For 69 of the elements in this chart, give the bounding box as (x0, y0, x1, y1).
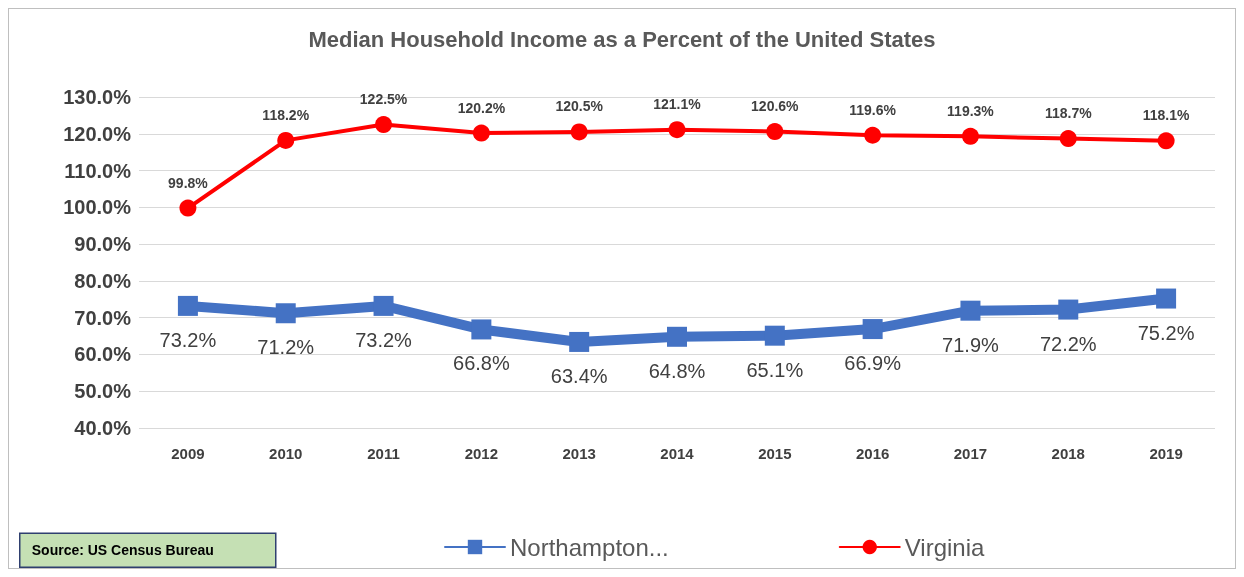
x-tick-label: 2015 (758, 445, 792, 462)
data-label: 122.5% (359, 91, 408, 108)
data-label: 119.3% (947, 102, 995, 119)
point (766, 123, 784, 141)
point (570, 123, 588, 141)
y-tick-label: 50.0% (74, 380, 132, 403)
legend-label: Northampton... (510, 533, 669, 561)
data-label: 65.1% (746, 358, 804, 381)
point (764, 325, 785, 346)
data-label: 119.6% (849, 101, 897, 118)
legend-label: Virginia (904, 533, 985, 561)
data-label: 118.2% (262, 106, 310, 123)
data-label: 99.8% (168, 174, 209, 191)
point (1157, 132, 1175, 150)
x-tick-label: 2012 (464, 445, 499, 462)
point (667, 326, 687, 347)
y-tick-label: 60.0% (74, 343, 132, 366)
chart-title: Median Household Income as a Percent of the United States (308, 26, 936, 52)
data-label: 72.2% (1039, 332, 1097, 355)
point (275, 303, 296, 324)
y-tick-label: 90.0% (74, 233, 132, 256)
y-tick-label: 110.0% (64, 159, 132, 182)
point (179, 199, 197, 217)
point (1059, 130, 1077, 148)
y-tick-label: 120.0% (63, 122, 132, 145)
data-label: 75.2% (1137, 321, 1195, 344)
x-tick-label: 2011 (367, 445, 400, 462)
x-tick-label: 2019 (1149, 445, 1183, 462)
point (472, 124, 490, 142)
point (862, 319, 883, 340)
point (864, 126, 882, 144)
x-tick-label: 2010 (269, 445, 303, 462)
y-tick-label: 130.0% (63, 86, 132, 108)
y-tick-label: 100.0% (63, 196, 132, 219)
point (569, 331, 590, 352)
data-label: 64.8% (648, 359, 706, 382)
data-label: 120.2% (457, 99, 506, 116)
point (177, 295, 198, 316)
point (960, 300, 981, 321)
x-tick-label: 2013 (562, 445, 596, 462)
x-tick-label: 2017 (953, 445, 988, 462)
point (668, 121, 686, 139)
data-label: 120.5% (555, 98, 604, 115)
point (961, 127, 979, 145)
data-label: 63.4% (550, 364, 608, 387)
data-label: 120.6% (751, 98, 800, 115)
point (373, 295, 394, 316)
data-label: 66.8% (453, 352, 510, 375)
data-label: 118.1% (1142, 107, 1190, 124)
point (471, 319, 492, 340)
data-label: 71.2% (257, 336, 315, 359)
point (1156, 288, 1177, 309)
x-tick-label: 2009 (171, 445, 205, 462)
source-note: Source: US Census Bureau (31, 542, 214, 559)
x-tick-label: 2016 (855, 445, 890, 462)
data-label: 66.9% (844, 352, 902, 375)
y-tick-label: 40.0% (74, 417, 132, 439)
data-label: 71.9% (942, 333, 1000, 356)
x-tick-label: 2018 (1051, 445, 1085, 462)
data-label: 73.2% (159, 328, 217, 351)
data-label: 121.1% (653, 96, 702, 113)
y-tick-label: 80.0% (74, 269, 132, 292)
data-label: 118.7% (1044, 105, 1093, 122)
x-tick-label: 2014 (660, 445, 695, 462)
data-label: 73.2% (355, 328, 413, 351)
point (1058, 299, 1079, 320)
point (277, 131, 295, 149)
y-tick-label: 70.0% (74, 306, 132, 329)
point (375, 116, 393, 134)
